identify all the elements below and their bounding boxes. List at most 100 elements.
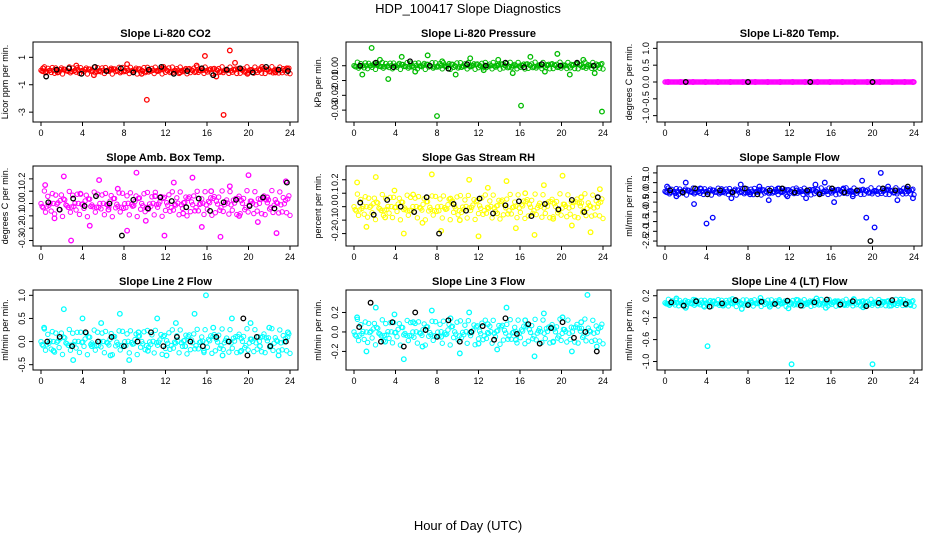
data-point bbox=[169, 189, 175, 195]
data-point bbox=[405, 212, 412, 218]
data-point bbox=[119, 190, 126, 196]
data-point bbox=[44, 338, 51, 345]
data-point bbox=[495, 56, 502, 63]
data-point bbox=[466, 309, 473, 316]
data-point bbox=[358, 196, 364, 203]
data-point bbox=[125, 338, 131, 345]
data-point bbox=[497, 341, 503, 347]
data-point bbox=[86, 196, 93, 202]
data-point bbox=[124, 331, 130, 337]
data-point bbox=[382, 320, 389, 327]
data-point bbox=[184, 213, 190, 219]
data-point bbox=[419, 332, 425, 339]
data-point bbox=[376, 56, 383, 63]
data-point bbox=[910, 298, 916, 304]
data-point bbox=[568, 348, 575, 355]
data-point bbox=[262, 349, 268, 356]
x-tick-label: 20 bbox=[867, 128, 877, 138]
data-point bbox=[124, 193, 130, 199]
data-point bbox=[837, 301, 844, 308]
data-point bbox=[62, 197, 68, 203]
data-point bbox=[177, 189, 183, 195]
x-tick-label: 24 bbox=[598, 252, 608, 262]
data-point bbox=[532, 316, 538, 323]
data-point bbox=[550, 338, 557, 345]
chart-panel: Slope Li-820 Pressure kPa per min. 0 4 8 12 16… bbox=[313, 28, 612, 138]
data-point bbox=[45, 193, 51, 200]
data-point bbox=[785, 305, 792, 312]
data-point bbox=[390, 194, 397, 201]
data-point bbox=[284, 68, 291, 74]
data-series bbox=[354, 291, 600, 363]
data-point bbox=[853, 187, 860, 194]
data-point bbox=[151, 212, 157, 218]
data-point bbox=[596, 186, 603, 193]
data-point bbox=[263, 335, 269, 341]
data-point bbox=[379, 317, 385, 323]
data-point bbox=[121, 343, 127, 350]
data-point bbox=[428, 332, 434, 338]
data-series bbox=[664, 169, 916, 231]
data-point bbox=[142, 69, 148, 76]
data-point bbox=[709, 214, 716, 221]
data-point bbox=[673, 193, 680, 200]
data-point bbox=[536, 200, 543, 206]
data-point bbox=[148, 329, 154, 336]
data-point bbox=[82, 329, 89, 336]
data-point bbox=[283, 210, 290, 216]
data-point bbox=[101, 211, 108, 218]
data-band bbox=[38, 325, 293, 358]
data-point bbox=[454, 319, 460, 325]
data-point bbox=[154, 315, 161, 322]
data-point bbox=[355, 212, 362, 219]
x-tick-label: 12 bbox=[160, 252, 170, 262]
data-point bbox=[389, 214, 396, 221]
y-tick-label: 0.2 bbox=[17, 173, 27, 186]
data-point bbox=[495, 202, 501, 209]
data-point bbox=[60, 173, 67, 180]
data-point bbox=[482, 317, 488, 323]
data-point bbox=[690, 79, 696, 85]
data-point bbox=[822, 304, 829, 311]
data-point bbox=[596, 213, 603, 219]
data-point bbox=[386, 335, 392, 342]
data-point bbox=[484, 321, 491, 328]
data-point bbox=[463, 207, 469, 214]
data-series bbox=[359, 45, 605, 119]
data-point bbox=[372, 174, 379, 181]
data-point bbox=[54, 339, 60, 345]
data-point bbox=[226, 47, 233, 54]
data-point bbox=[65, 204, 71, 210]
data-point bbox=[476, 203, 483, 209]
data-point bbox=[220, 208, 226, 215]
data-point bbox=[249, 69, 256, 76]
data-point bbox=[557, 59, 563, 65]
y-tick-label: 1 bbox=[17, 55, 27, 60]
data-point bbox=[664, 183, 671, 190]
data-point bbox=[267, 343, 274, 350]
data-point bbox=[366, 320, 372, 327]
data-series bbox=[665, 79, 916, 85]
data-point bbox=[400, 230, 407, 237]
data-point bbox=[468, 328, 475, 335]
data-point bbox=[801, 296, 807, 303]
data-point bbox=[202, 189, 208, 195]
x-tick-label: 0 bbox=[662, 376, 667, 386]
data-point bbox=[237, 65, 244, 72]
y-tick-label: 1.0 bbox=[641, 42, 651, 55]
data-point bbox=[353, 208, 359, 214]
data-point bbox=[229, 345, 235, 351]
data-point bbox=[287, 212, 293, 219]
data-point bbox=[531, 353, 538, 360]
data-point bbox=[390, 64, 397, 71]
data-point bbox=[153, 201, 160, 208]
data-point bbox=[667, 187, 674, 194]
data-point bbox=[484, 184, 491, 191]
data-point bbox=[238, 347, 245, 354]
data-point bbox=[187, 208, 194, 215]
x-tick-label: 12 bbox=[473, 252, 483, 262]
data-point bbox=[185, 333, 191, 340]
data-point bbox=[594, 329, 601, 335]
data-point bbox=[578, 200, 585, 206]
data-point bbox=[225, 338, 232, 345]
